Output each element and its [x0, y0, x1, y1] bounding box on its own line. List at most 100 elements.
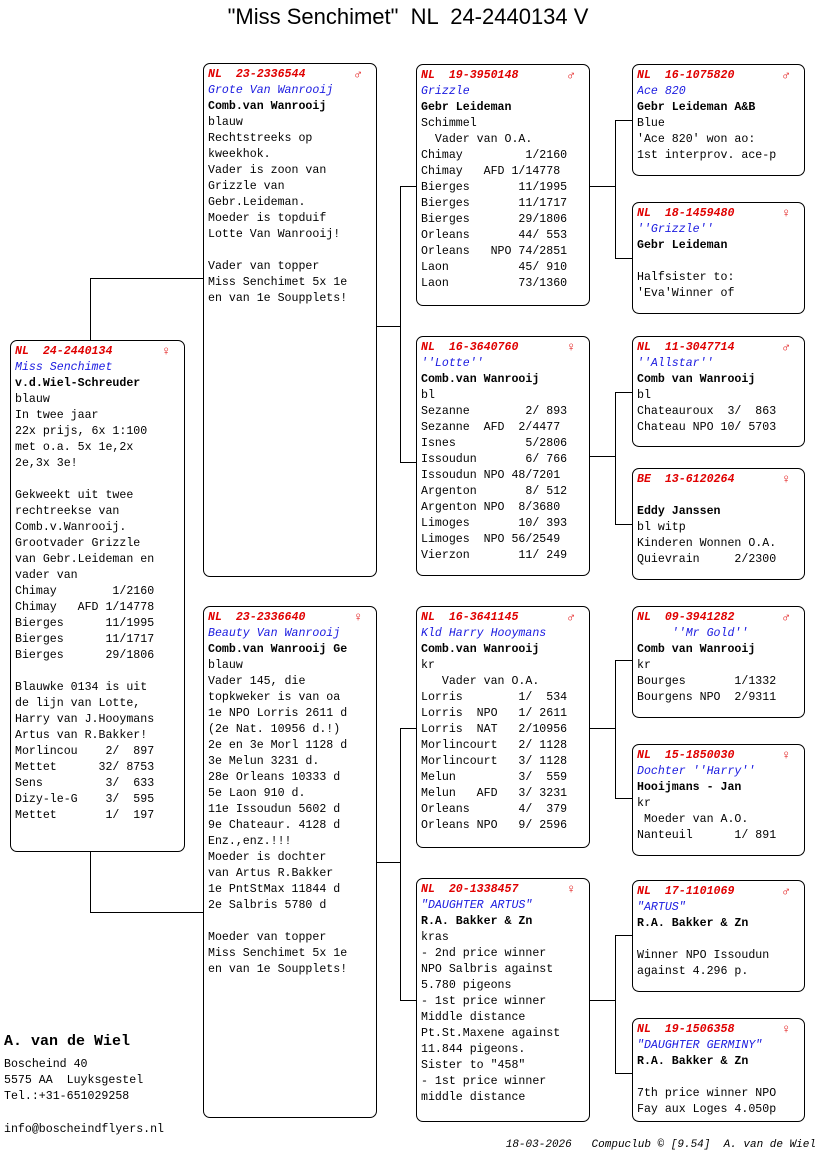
connector-line — [615, 258, 632, 259]
pigeon-name: "DAUGHTER GERMINY" — [637, 1039, 763, 1052]
pigeon-info-line: Gekweekt uit twee — [15, 489, 134, 502]
pigeon-info-line: Fay aux Loges 4.050p — [637, 1103, 777, 1116]
pigeon-info-line: Moeder is topduif — [208, 212, 327, 225]
pigeon-info-line: Vader van O.A. — [421, 675, 540, 688]
pigeon-info-line: bl — [637, 389, 651, 402]
pigeon-info-line: rechtreekse van — [15, 505, 120, 518]
female-icon: ♀ — [782, 748, 790, 763]
connector-line — [615, 660, 616, 798]
pigeon-info-line: 1e PntStMax 11844 d — [208, 883, 341, 896]
pigeon-info-line: van Gebr.Leideman en — [15, 553, 155, 566]
pigeon-card-subject[interactable]: NL 24-2440134 ♀ Miss Senchimet v.d.Wiel-Sch… — [10, 340, 185, 852]
pigeon-card-ds-dam[interactable]: NL 15-1850030 ♀ Dochter ''Harry'' Hooijmans… — [632, 744, 805, 856]
pigeon-owner: Comb van Wanrooij — [637, 373, 756, 386]
connector-line — [590, 456, 615, 457]
connector-line — [400, 728, 416, 729]
pigeon-card-sd-dam[interactable]: BE 13-6120264 ♀ Eddy Janssen bl witp Kindere… — [632, 468, 805, 580]
connector-line — [615, 120, 616, 258]
ring-number: NL 11-3047714 — [637, 341, 735, 354]
pigeon-owner: Comb.van Wanrooij Ge — [208, 643, 348, 656]
pigeon-name — [637, 488, 804, 504]
pigeon-info-line: NPO Salbris against — [421, 963, 554, 976]
pigeon-info-line: 28e Orleans 10333 d — [208, 771, 341, 784]
pigeon-info-line: blauw — [208, 659, 243, 672]
breeder-phone: Tel.:+31-651029258 — [4, 1090, 130, 1103]
ring-number: NL 16-1075820 — [637, 69, 735, 82]
pigeon-info-line: Lorris 1/ 534 — [421, 691, 568, 704]
pigeon-card-ss-sire[interactable]: NL 16-1075820 ♂ Ace 820 Gebr Leideman A&B Bl… — [632, 64, 805, 176]
pigeon-card-ss-dam[interactable]: NL 18-1459480 ♀ ''Grizzle'' Gebr Leideman Ha… — [632, 202, 805, 314]
pigeon-info-line: Vader van O.A. — [421, 133, 533, 146]
pigeon-info-line: - 1st price winner — [421, 995, 547, 1008]
footer: 18-03-2026 Compuclub © [9.54] A. van de … — [505, 1139, 816, 1151]
pigeon-info-line: kr — [637, 659, 651, 672]
pigeon-info-line: Bierges 29/1806 — [15, 649, 155, 662]
pigeon-info-line: Comb.v.Wanrooij. — [15, 521, 127, 534]
pigeon-owner: Comb.van Wanrooij — [421, 373, 540, 386]
ring-number: NL 20-1338457 — [421, 883, 519, 896]
pigeon-owner: R.A. Bakker & Zn — [637, 917, 749, 930]
pigeon-name: ''Grizzle'' — [637, 223, 714, 236]
connector-line — [590, 1000, 615, 1001]
pigeon-card-dam[interactable]: NL 23-2336640 ♀ Beauty Van Wanrooij Comb.va… — [203, 606, 377, 1118]
ring-number: NL 18-1459480 — [637, 207, 735, 220]
connector-line — [615, 392, 616, 524]
pigeon-card-ds-sire[interactable]: NL 09-3941282 ♂ ''Mr Gold'' Comb van Wanro… — [632, 606, 805, 718]
pigeon-owner: Gebr Leideman — [637, 239, 728, 252]
pigeon-info-line — [15, 664, 184, 680]
pigeon-info-line: Issoudun 6/ 766 — [421, 453, 568, 466]
pigeon-owner: R.A. Bakker & Zn — [637, 1055, 749, 1068]
pigeon-info-line: Morlincourt 3/ 1128 — [421, 755, 568, 768]
pigeon-card-dam-sire[interactable]: NL 16-3641145 ♂ Kld Harry Hooymans Comb.van… — [416, 606, 590, 848]
pigeon-info-line: Chateau NPO 10/ 5703 — [637, 421, 777, 434]
ring-number: NL 23-2336544 — [208, 68, 306, 81]
pigeon-card-dd-dam[interactable]: NL 19-1506358 ♀ "DAUGHTER GERMINY" R.A. Bak… — [632, 1018, 805, 1122]
pigeon-info-line: Laon 73/1360 — [421, 277, 568, 290]
pigeon-info-line: Bierges 11/1995 — [15, 617, 155, 630]
pigeon-card-sire[interactable]: NL 23-2336544 ♂ Grote Van Wanrooij Comb.van… — [203, 63, 377, 577]
pigeon-info-line: Chimay AFD 1/14778 — [421, 165, 561, 178]
pigeon-info-line: Blue — [637, 117, 665, 130]
ring-number: NL 16-3641145 — [421, 611, 519, 624]
pigeon-info-line: bl — [421, 389, 435, 402]
connector-line — [615, 935, 616, 1073]
pigeon-info-line: 11e Issoudun 5602 d — [208, 803, 341, 816]
ring-number: NL 16-3640760 — [421, 341, 519, 354]
pigeon-info-line: de lijn van Lotte, — [15, 697, 141, 710]
connector-line — [377, 326, 400, 327]
pigeon-owner: Comb.van Wanrooij — [421, 643, 540, 656]
connector-line — [400, 186, 416, 187]
pigeon-card-sire-sire[interactable]: NL 19-3950148 ♂ Grizzle Gebr Leideman Schimm… — [416, 64, 590, 306]
pigeon-card-dd-sire[interactable]: NL 17-1101069 ♂ "ARTUS" R.A. Bakker & Zn Win… — [632, 880, 805, 992]
pigeon-info-line: Chimay 1/2160 — [15, 585, 155, 598]
breeder-email[interactable]: info@boscheindflyers.nl — [4, 1123, 165, 1136]
pigeon-info-line: 5e Laon 910 d. — [208, 787, 306, 800]
pigeon-info-line: kras — [421, 931, 449, 944]
ring-number: NL 19-3950148 — [421, 69, 519, 82]
pigeon-card-dam-dam[interactable]: NL 20-1338457 ♀ "DAUGHTER ARTUS" R.A. Bakke… — [416, 878, 590, 1122]
pigeon-info-line: 'Ace 820' won ao: — [637, 133, 756, 146]
pigeon-name: Beauty Van Wanrooij — [208, 627, 341, 640]
pigeon-info-line: Orleans NPO 9/ 2596 — [421, 819, 568, 832]
pigeon-card-sire-dam[interactable]: NL 16-3640760 ♀ ''Lotte'' Comb.van Wanrooij… — [416, 336, 590, 576]
connector-line — [615, 524, 632, 525]
pigeon-info-line: 9e Chateaur. 4128 d — [208, 819, 341, 832]
pigeon-info-line: Moeder van topper — [208, 931, 327, 944]
pigeon-info-line: Rechtstreeks op — [208, 132, 313, 145]
pigeon-info-line: Quievrain 2/2300 — [637, 553, 777, 566]
pigeon-info-line: Miss Senchimet 5x 1e — [208, 276, 348, 289]
ring-number: NL 17-1101069 — [637, 885, 735, 898]
pigeon-info-line: Issoudun NPO 48/7201 — [421, 469, 561, 482]
pigeon-info-line: 3e Melun 3231 d. — [208, 755, 320, 768]
connector-line — [400, 1000, 416, 1001]
pigeon-card-sd-sire[interactable]: NL 11-3047714 ♂ ''Allstar'' Comb van Wanroo… — [632, 336, 805, 447]
connector-line — [400, 728, 401, 1000]
breeder-address-line: 5575 AA Luyksgestel — [4, 1074, 144, 1087]
pigeon-info-line: Nanteuil 1/ 891 — [637, 829, 777, 842]
pigeon-info-line: vader van — [15, 569, 78, 582]
breeder-address-line: Boscheind 40 — [4, 1058, 88, 1071]
pigeon-info-line: Miss Senchimet 5x 1e — [208, 947, 348, 960]
pigeon-info-line: 11.844 pigeons. — [421, 1043, 526, 1056]
female-icon: ♀ — [782, 472, 790, 487]
pigeon-info-line: Lotte Van Wanrooij! — [208, 228, 341, 241]
